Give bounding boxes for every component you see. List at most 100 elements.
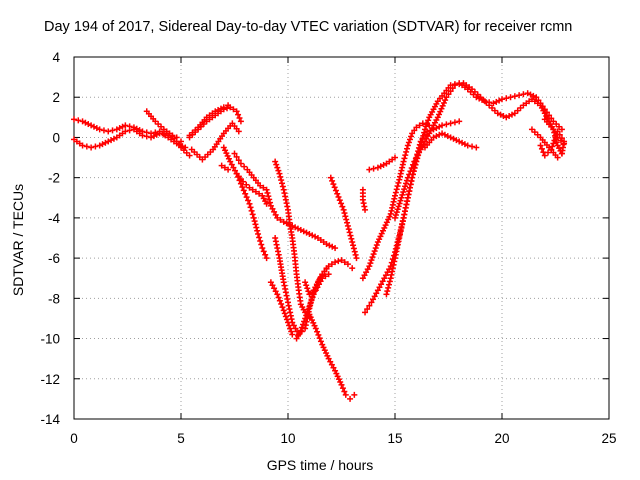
data-point-marker xyxy=(99,141,106,148)
data-point-marker xyxy=(79,118,86,125)
data-point-marker xyxy=(381,275,388,282)
data-point-marker xyxy=(351,248,358,255)
x-tick-label: 20 xyxy=(494,431,509,446)
data-point-marker xyxy=(75,117,82,124)
data-point-marker xyxy=(328,361,335,368)
data-point-marker xyxy=(451,82,458,89)
data-point-marker xyxy=(330,364,337,371)
data-point-marker xyxy=(372,245,379,252)
data-point-marker xyxy=(309,294,316,301)
data-point-marker xyxy=(553,131,560,138)
data-point-marker xyxy=(257,182,264,189)
data-point-marker xyxy=(386,266,393,273)
data-point-marker xyxy=(220,104,227,111)
data-point-marker xyxy=(367,260,374,267)
data-point-marker xyxy=(503,114,510,121)
data-point-marker xyxy=(259,245,266,252)
data-point-marker xyxy=(233,108,240,115)
data-point-marker xyxy=(282,313,289,320)
data-point-marker xyxy=(436,111,443,118)
data-point-marker xyxy=(400,189,407,196)
data-point-marker xyxy=(317,278,324,285)
data-point-marker xyxy=(353,255,360,262)
data-point-marker xyxy=(344,219,351,226)
data-point-marker xyxy=(252,188,259,195)
data-point-marker xyxy=(317,338,324,345)
data-point-marker xyxy=(331,184,338,191)
data-point-marker xyxy=(344,222,351,229)
data-point-marker xyxy=(558,150,565,157)
data-point-marker xyxy=(96,142,103,149)
data-point-marker xyxy=(224,105,231,112)
data-point-marker xyxy=(243,194,250,201)
data-point-marker xyxy=(511,93,518,100)
data-point-marker xyxy=(301,318,308,325)
data-point-marker xyxy=(306,291,313,298)
data-point-marker xyxy=(267,202,274,209)
data-point-marker xyxy=(447,134,454,141)
data-point-marker xyxy=(273,161,280,168)
y-tick-label: -6 xyxy=(48,251,60,266)
data-point-marker xyxy=(437,108,444,115)
data-point-marker xyxy=(394,206,401,213)
data-point-marker xyxy=(260,248,267,255)
data-point-marker xyxy=(85,121,92,128)
data-point-marker xyxy=(143,133,150,140)
y-tick-label: -8 xyxy=(48,291,60,306)
data-point-marker xyxy=(249,211,256,218)
data-point-marker xyxy=(402,183,409,190)
data-point-marker xyxy=(416,122,423,129)
data-point-marker xyxy=(409,161,416,168)
data-point-marker xyxy=(441,131,448,138)
data-point-marker xyxy=(266,196,273,203)
data-point-marker xyxy=(274,164,281,171)
data-point-marker xyxy=(122,128,129,135)
data-point-marker xyxy=(434,114,441,121)
data-point-marker xyxy=(411,158,418,165)
data-point-marker xyxy=(246,184,253,191)
data-point-marker xyxy=(139,132,146,139)
data-point-marker xyxy=(366,263,373,270)
data-point-marker xyxy=(436,131,443,138)
data-point-marker xyxy=(232,167,239,174)
data-point-marker xyxy=(237,160,244,167)
data-point-marker xyxy=(289,331,296,338)
data-point-marker xyxy=(392,189,399,196)
data-point-marker xyxy=(338,200,345,207)
data-point-marker xyxy=(241,163,248,170)
data-point-marker xyxy=(445,91,452,98)
data-point-marker xyxy=(286,322,293,329)
data-point-marker xyxy=(263,200,270,207)
data-point-marker xyxy=(169,132,176,139)
data-point-marker xyxy=(392,192,398,199)
data-point-marker xyxy=(436,123,443,130)
data-point-marker xyxy=(554,128,561,135)
data-point-marker xyxy=(558,135,565,142)
data-point-marker xyxy=(439,122,446,129)
data-point-marker xyxy=(235,157,242,164)
data-point-marker xyxy=(276,297,283,304)
data-point-marker xyxy=(312,287,319,294)
data-point-marker xyxy=(265,193,272,200)
x-axis-label: GPS time / hours xyxy=(266,457,374,473)
y-tick-label: -14 xyxy=(40,412,60,427)
data-point-marker xyxy=(312,325,319,332)
data-point-marker xyxy=(503,95,510,102)
data-point-marker xyxy=(221,164,228,171)
data-point-marker xyxy=(269,205,276,212)
data-point-marker xyxy=(264,189,271,196)
data-point-marker xyxy=(116,125,123,132)
data-point-marker xyxy=(307,300,314,307)
data-point-marker xyxy=(370,296,377,303)
data-point-marker xyxy=(236,115,243,122)
data-point-marker xyxy=(450,135,457,142)
data-point-marker xyxy=(327,358,334,365)
data-point-marker xyxy=(383,291,390,298)
data-point-marker xyxy=(378,281,385,288)
data-point-marker xyxy=(242,190,249,197)
data-point-marker xyxy=(225,102,232,109)
data-point-marker xyxy=(447,88,454,95)
data-point-marker xyxy=(186,152,193,159)
y-axis-label: SDTVAR / TECUs xyxy=(10,183,26,297)
data-point-marker xyxy=(442,97,449,104)
